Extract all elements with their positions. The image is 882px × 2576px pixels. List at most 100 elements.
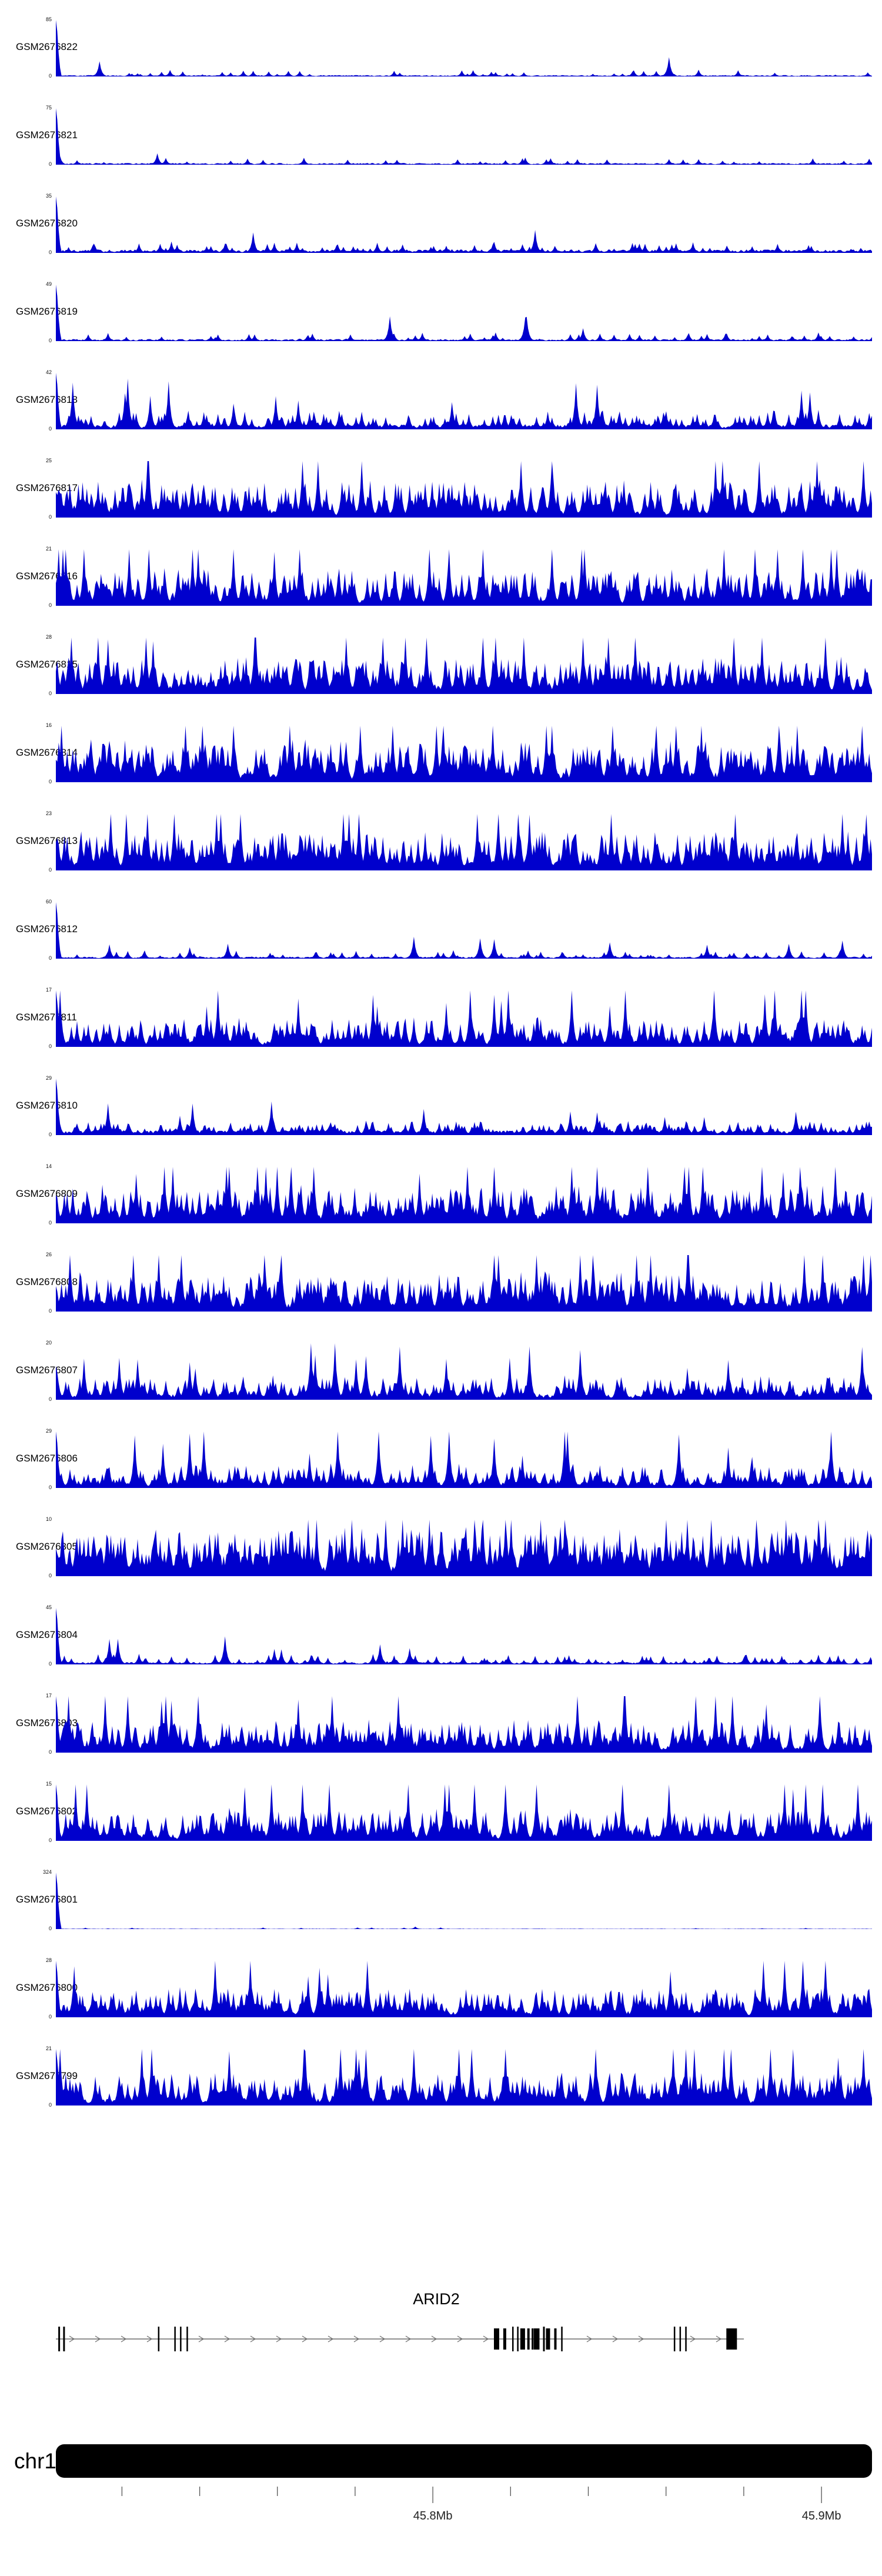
track-ymin-label: 0 [48,426,52,432]
track-sample-label: GSM2676820 [16,218,78,229]
coverage-plot [56,814,872,870]
coverage-histogram [56,461,872,518]
genome-axis: 45.8Mb 45.9Mb [121,2487,841,2522]
track-sample-label: GSM2676809 [16,1188,78,1199]
coverage-histogram [56,1343,872,1400]
track-ymax-label: 17 [45,1693,52,1699]
strand-arrow-icon [405,2335,412,2343]
coverage-histogram [56,1432,872,1488]
coverage-plot [56,1520,872,1576]
strand-arrow-icon [69,2335,75,2343]
track-sample-label: GSM2676817 [16,482,78,493]
coverage-plot [56,1255,872,1312]
track-ymin-label: 0 [48,955,52,961]
strand-arrow-icon [95,2335,101,2343]
coverage-plot [56,108,872,165]
coverage-histogram [56,1167,872,1223]
track-ymin-label: 0 [48,1573,52,1579]
track-ymax-label: 21 [45,2046,52,2051]
coverage-histogram [56,1079,872,1135]
coverage-histogram [56,1255,872,1312]
strand-arrow-icon [483,2335,489,2343]
track-ymax-label: 16 [45,722,52,728]
signal-track-row: GSM2676810 29 0 [0,1074,882,1162]
track-ymin-label: 0 [48,1484,52,1490]
track-ymax-label: 17 [45,987,52,993]
track-ymax-label: 85 [45,16,52,22]
exon-box [532,2328,534,2350]
signal-track-row: GSM2676813 23 0 [0,809,882,897]
track-ymin-label: 0 [48,1661,52,1667]
track-ymax-label: 28 [45,1957,52,1963]
track-sample-label: GSM2676815 [16,659,78,670]
exon-box [517,2327,519,2351]
track-sample-label: GSM2676810 [16,1100,78,1111]
coverage-histogram [56,814,872,870]
track-ymin-label: 0 [48,1043,52,1049]
coverage-plot [56,196,872,253]
axis-tick-label: 45.9Mb [802,2510,841,2522]
coverage-histogram [56,1696,872,1753]
track-ymax-label: 42 [45,369,52,375]
exon-box [494,2328,499,2350]
signal-track-row: GSM2676799 21 0 [0,2044,882,2133]
strand-arrow-icon [431,2335,437,2343]
track-ymax-label: 324 [42,1869,52,1875]
coverage-plot [56,1784,872,1841]
track-sample-label: GSM2676808 [16,1276,78,1287]
coverage-plot [56,990,872,1047]
coverage-histogram [56,990,872,1047]
strand-arrow-icon [302,2335,308,2343]
coverage-histogram [56,20,872,76]
signal-track-row: GSM2676808 26 0 [0,1250,882,1339]
track-ymax-label: 75 [45,105,52,111]
track-ymin-label: 0 [48,867,52,873]
exon-box [726,2328,737,2350]
track-ymin-label: 0 [48,2014,52,2020]
coverage-plot [56,2049,872,2105]
gene-track: ARID2 [0,2282,882,2394]
track-ymin-label: 0 [48,1837,52,1843]
exon-box [543,2327,545,2351]
signal-track-row: GSM2676801 324 0 [0,1868,882,1956]
coverage-plot [56,1343,872,1400]
coverage-plot [56,373,872,429]
signal-track-row: GSM2676819 49 0 [0,280,882,368]
track-ymin-label: 0 [48,1220,52,1226]
strand-arrow-icon [690,2335,696,2343]
coverage-histogram [56,902,872,959]
track-sample-label: GSM2676804 [16,1629,78,1640]
track-ymax-label: 35 [45,193,52,199]
track-ymax-label: 23 [45,810,52,816]
exon-box [679,2327,681,2351]
coverage-plot [56,1608,872,1664]
strand-arrow-icon [612,2335,619,2343]
coverage-histogram [56,285,872,341]
track-ymin-label: 0 [48,1926,52,1931]
coverage-plot [56,1167,872,1223]
track-ymin-label: 0 [48,602,52,608]
signal-track-row: GSM2676814 16 0 [0,721,882,809]
strand-arrow-icon [250,2335,256,2343]
strand-arrow-icon [121,2335,127,2343]
exon-box [186,2327,188,2351]
track-sample-label: GSM2676799 [16,2070,78,2081]
coverage-plot [56,902,872,959]
exon-box [158,2327,160,2351]
track-ymax-label: 49 [45,281,52,287]
exon-box [533,2328,540,2350]
coverage-histogram [56,1873,872,1929]
track-ymax-label: 60 [45,899,52,905]
track-ymax-label: 29 [45,1075,52,1081]
track-ymax-label: 10 [45,1516,52,1522]
axis-tick-label: 45.8Mb [413,2510,453,2522]
strand-arrow-icon [276,2335,282,2343]
exon-box [180,2327,182,2351]
track-ymax-label: 14 [45,1163,52,1169]
signal-track-row: GSM2676811 17 0 [0,986,882,1074]
coverage-histogram [56,1784,872,1841]
coverage-plot [56,1432,872,1488]
strand-arrow-icon [586,2335,593,2343]
track-ymax-label: 28 [45,634,52,640]
coverage-histogram [56,1961,872,2017]
